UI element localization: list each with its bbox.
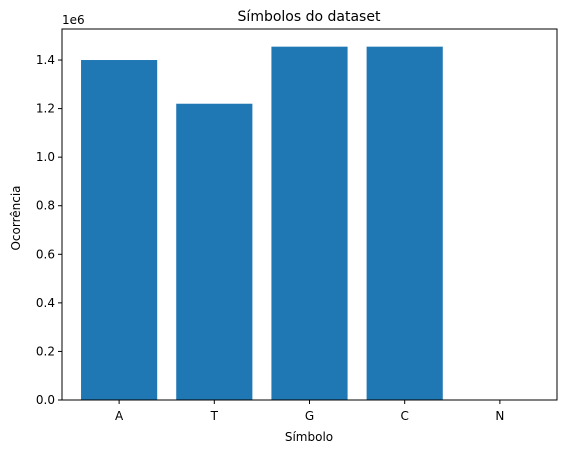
- y-tick-label: 1.2: [36, 102, 55, 116]
- x-tick-label: T: [210, 409, 219, 423]
- y-tick-label: 0.4: [36, 296, 55, 310]
- x-tick-label: G: [305, 409, 314, 423]
- bar-G: [271, 46, 348, 401]
- x-axis-label: Símbolo: [285, 430, 333, 444]
- y-tick-label: 1.0: [36, 150, 55, 164]
- y-axis-label: Ocorrência: [9, 185, 23, 250]
- x-tick-label: C: [400, 409, 408, 423]
- y-tick-label: 1.4: [36, 53, 55, 67]
- bar-T: [176, 103, 253, 400]
- y-tick-label: 0.0: [36, 393, 55, 407]
- y-tick-label: 0.6: [36, 247, 55, 261]
- x-tick-label: N: [495, 409, 504, 423]
- y-ticks-layer: 0.0 0.2 0.4 0.6 0.8 1.0 1.2 1.4: [36, 53, 62, 407]
- bar-C: [366, 46, 443, 401]
- plot-frame: [61, 28, 558, 401]
- y-tick-label: 0.8: [36, 199, 55, 213]
- x-tick-label: A: [115, 409, 124, 423]
- y-axis-offset-label: 1e6: [62, 13, 85, 27]
- bars-layer: [81, 46, 443, 401]
- y-tick-label: 0.2: [36, 344, 55, 358]
- bar-A: [81, 60, 158, 400]
- chart-title: Símbolos do dataset: [238, 9, 381, 25]
